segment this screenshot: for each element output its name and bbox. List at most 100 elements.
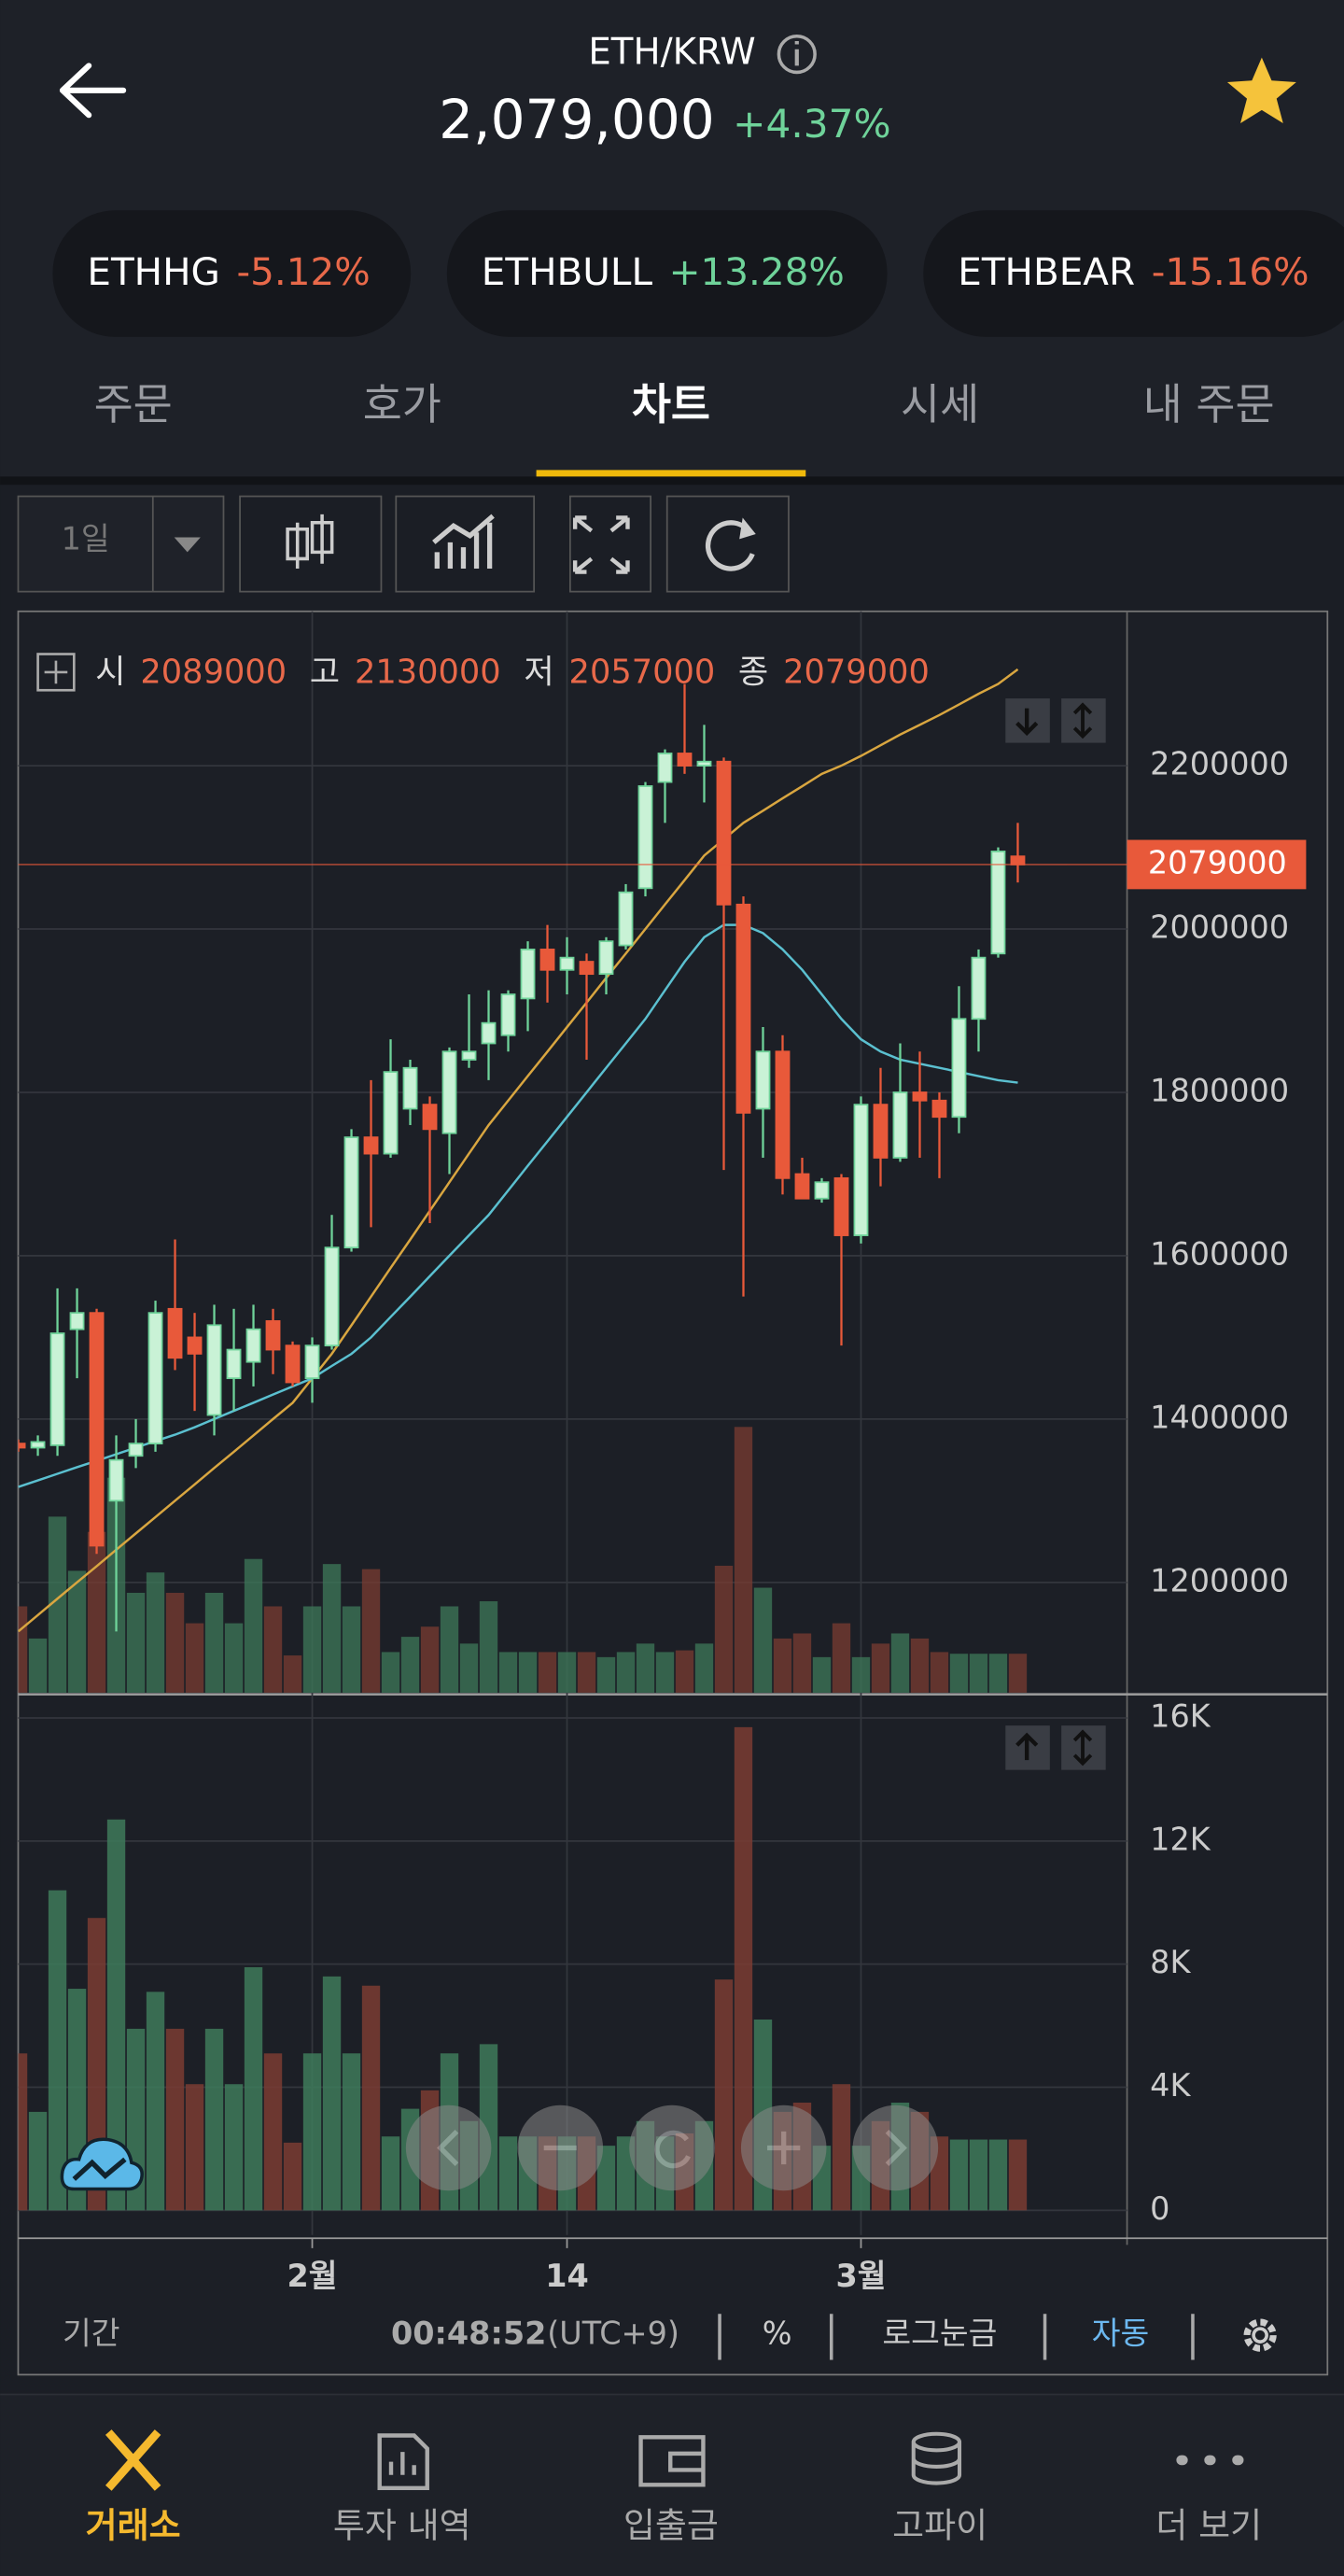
candle (402, 1060, 418, 1125)
indicator-button[interactable] (395, 495, 536, 593)
candle-body (990, 851, 1006, 955)
candle-body (579, 961, 595, 976)
period: 1일 (62, 521, 110, 557)
volume-overlay-bar (28, 1638, 48, 1693)
volume-bar (322, 1976, 342, 2211)
indicator-icon (432, 514, 495, 570)
info-icon[interactable] (777, 34, 817, 75)
volume-overlay-bar (400, 1637, 420, 1693)
cloud-line (72, 2157, 127, 2181)
candle (716, 757, 732, 1171)
volume-overlay-bar (87, 1531, 106, 1693)
legend-value: 2130000 (355, 654, 501, 692)
volume-overlay-bar (988, 1654, 1008, 1693)
candle-body (1010, 855, 1026, 866)
candle (481, 990, 497, 1080)
refresh-icon (705, 520, 755, 571)
market-pill[interactable]: ETHHG -5.12% (52, 210, 412, 337)
period-label[interactable]: 기간 (63, 2316, 120, 2352)
volume-bar (361, 1985, 381, 2211)
candle-body (677, 753, 693, 767)
candle (147, 1301, 163, 1452)
candle (598, 936, 614, 995)
market-pill[interactable]: ETHBULL +13.28% (446, 210, 888, 337)
volume-overlay-bar (459, 1643, 479, 1693)
volume-overlay-bar (420, 1626, 440, 1693)
fullscreen-button[interactable] (568, 495, 651, 593)
volume-bar (969, 2139, 988, 2211)
tab[interactable]: 차트 (632, 380, 710, 429)
candle (324, 1215, 340, 1350)
volume-overlay-bar (126, 1592, 146, 1693)
market-name: ETHHG (87, 249, 220, 294)
candle-body (363, 1136, 379, 1155)
candle (422, 1096, 438, 1223)
candle-body (520, 949, 536, 1000)
scroll-right[interactable] (852, 2104, 939, 2191)
candle (539, 924, 555, 1003)
nav-item[interactable]: 거래소 (86, 2506, 181, 2546)
candle-body (265, 1320, 281, 1351)
nav-item[interactable]: 입출금 (623, 2506, 719, 2546)
candle (696, 725, 712, 803)
nav-item[interactable]: 더 보기 (1155, 2506, 1262, 2546)
gear-hub (1252, 2327, 1268, 2344)
market-pill[interactable]: ETHBEAR -15.16% (923, 210, 1344, 337)
y-tick-label: 0 (1150, 2190, 1169, 2227)
candle (187, 1313, 203, 1412)
legend-label: 저 (524, 654, 553, 692)
candle-body (422, 1104, 438, 1131)
nav-item[interactable]: 고파이 (892, 2506, 987, 2546)
back-button[interactable] (59, 63, 127, 119)
candle-body (912, 1091, 928, 1102)
candle (18, 1439, 26, 1452)
volume-bar (48, 1890, 67, 2211)
candle-body (128, 1443, 144, 1457)
candle-body (245, 1328, 261, 1363)
chart-type-button[interactable] (239, 495, 383, 593)
nav-item[interactable]: 투자 내역 (333, 2506, 471, 2546)
candle (108, 1435, 124, 1632)
related-markets: ETHHG -5.12% ETHBULL +13.28% ETHBEAR -15.16% (52, 210, 1344, 337)
scroll-left[interactable] (405, 2104, 492, 2191)
nav-icons (105, 2429, 1244, 2491)
legend-toggle[interactable] (36, 653, 76, 692)
volume-overlay-bar (322, 1564, 342, 1693)
volume-overlay-bar (342, 1606, 361, 1693)
tab[interactable]: 주문 (94, 380, 173, 429)
volume-bar (224, 2084, 244, 2211)
candle-body (853, 1104, 869, 1236)
volume-bar (596, 2146, 616, 2211)
ohlc-legend: 시 2089000 고 2130000 저 2057000 종 2079000 (36, 653, 930, 692)
refresh-button[interactable] (665, 495, 790, 593)
tab[interactable]: 내 주문 (1143, 380, 1275, 429)
candle (89, 1308, 105, 1555)
log-toggle[interactable]: 로그눈금 (882, 2316, 997, 2352)
candle-body (108, 1458, 124, 1502)
tab[interactable]: 호가 (363, 380, 441, 429)
candle (520, 941, 536, 1032)
reset[interactable] (629, 2104, 715, 2191)
y-tick-label: 12K (1150, 1821, 1211, 1857)
percent-toggle[interactable]: % (763, 2316, 792, 2352)
tab[interactable]: 시세 (901, 380, 979, 429)
favorite-star[interactable] (1226, 57, 1296, 124)
candle-body (402, 1066, 418, 1110)
auto-toggle[interactable]: 자동 (1092, 2316, 1150, 2352)
candle-body (187, 1336, 203, 1355)
candle-body (383, 1071, 399, 1155)
candle (559, 936, 575, 995)
candle-body (167, 1307, 183, 1359)
candle-body (206, 1324, 222, 1416)
volume-overlay-bar (440, 1606, 459, 1693)
candle (1010, 823, 1026, 883)
settings-button[interactable] (1243, 2318, 1277, 2352)
volume-overlay-bar (832, 1623, 851, 1693)
volume-overlay-bar (67, 1570, 87, 1693)
volume-bar (988, 2139, 1008, 2211)
candle-body (500, 993, 516, 1036)
icon (654, 2130, 692, 2169)
volume-overlay-bar (1008, 1654, 1028, 1693)
candle-body (892, 1091, 908, 1159)
